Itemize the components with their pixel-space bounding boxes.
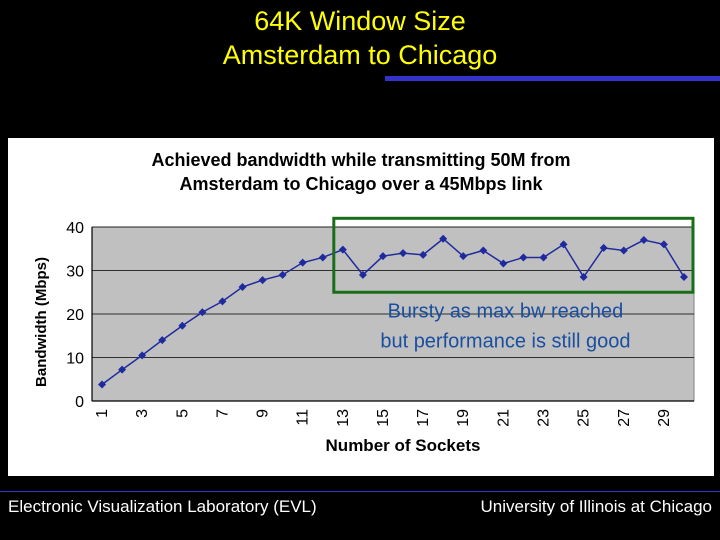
x-axis-label: Number of Sockets xyxy=(326,436,481,455)
y-tick-label-10: 10 xyxy=(66,351,84,368)
data-point xyxy=(358,270,367,279)
chart-title-line-1: Achieved bandwidth while transmitting 50… xyxy=(151,150,570,170)
data-point xyxy=(419,250,428,259)
data-point xyxy=(158,336,167,345)
slide-title-line-2: Amsterdam to Chicago xyxy=(222,40,498,70)
data-point xyxy=(559,240,568,249)
data-point xyxy=(619,246,628,255)
x-tick-label-7: 7 xyxy=(214,409,231,418)
footer-right-text: University of Illinois at Chicago xyxy=(480,497,712,516)
title-accent-rule xyxy=(385,76,720,81)
data-point xyxy=(378,252,387,261)
y-tick-label-20: 20 xyxy=(66,307,84,324)
data-point xyxy=(579,273,588,282)
x-tick-label-1: 1 xyxy=(94,409,111,418)
data-point xyxy=(439,234,448,243)
x-tick-label-11: 11 xyxy=(295,409,312,426)
data-point xyxy=(479,246,488,255)
footer-left-text: Electronic Visualization Laboratory (EVL… xyxy=(8,497,317,516)
y-axis-label: Bandwidth (Mbps) xyxy=(33,257,50,387)
data-point xyxy=(198,308,207,317)
slide-title-line-1: 64K Window Size xyxy=(254,6,466,36)
y-tick-label-0: 0 xyxy=(75,394,84,411)
x-tick-label-15: 15 xyxy=(375,409,392,427)
data-point xyxy=(338,245,347,254)
slide-title: 64K Window Size Amsterdam to Chicago xyxy=(0,4,720,72)
series-line xyxy=(101,237,685,386)
chart-frame: Achieved bandwidth while transmitting 50… xyxy=(8,138,714,476)
data-point xyxy=(178,321,187,330)
data-point xyxy=(459,252,468,261)
data-point xyxy=(639,236,648,245)
y-tick-label-40: 40 xyxy=(66,220,84,237)
y-tick-label-30: 30 xyxy=(66,264,84,281)
data-point xyxy=(519,253,528,262)
x-tick-label-5: 5 xyxy=(174,409,191,418)
data-point xyxy=(659,240,668,249)
annotation-line-1: Bursty as max bw reached xyxy=(388,300,624,322)
data-point xyxy=(238,283,247,292)
bandwidth-chart: Achieved bandwidth while transmitting 50… xyxy=(33,150,695,455)
x-tick-label-17: 17 xyxy=(415,409,432,427)
data-point xyxy=(138,351,147,360)
footer-rule xyxy=(0,491,720,492)
data-point xyxy=(98,380,107,389)
highlight-box xyxy=(332,216,695,294)
x-tick-label-21: 21 xyxy=(495,409,512,427)
x-tick-label-19: 19 xyxy=(455,409,472,427)
x-tick-label-25: 25 xyxy=(576,409,593,427)
data-point xyxy=(399,249,408,258)
data-point xyxy=(539,253,548,262)
data-point xyxy=(599,243,608,252)
data-point xyxy=(278,270,287,279)
chart-title-line-2: Amsterdam to Chicago over a 45Mbps link xyxy=(179,174,543,194)
data-point xyxy=(499,259,508,268)
data-point xyxy=(298,258,307,267)
x-tick-label-9: 9 xyxy=(255,409,272,418)
data-point xyxy=(318,253,327,262)
annotation-line-2: but performance is still good xyxy=(380,330,630,352)
x-tick-label-3: 3 xyxy=(134,409,151,418)
data-point xyxy=(118,365,127,374)
data-point xyxy=(218,297,227,306)
x-tick-label-13: 13 xyxy=(335,409,352,427)
data-point xyxy=(679,273,688,282)
x-tick-label-23: 23 xyxy=(536,409,553,427)
x-tick-label-27: 27 xyxy=(616,409,633,427)
data-point xyxy=(258,276,267,285)
x-tick-label-29: 29 xyxy=(656,409,673,427)
